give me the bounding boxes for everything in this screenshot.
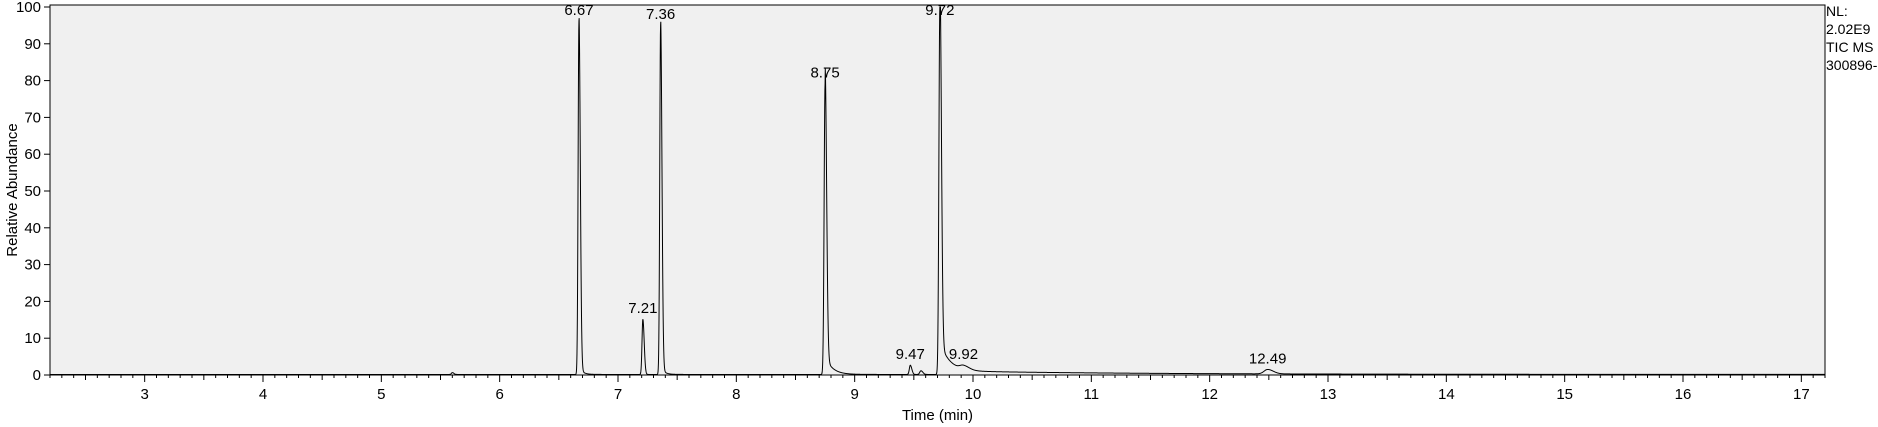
tic-trace-line (50, 6, 1825, 375)
scan-type: TIC MS (1826, 39, 1874, 55)
x-tick-label: 7 (614, 386, 622, 403)
y-axis: 0 10 20 30 40 50 60 70 80 90 100 (16, 0, 50, 384)
peak-label: 7.36 (646, 6, 675, 23)
nl-label: NL: (1826, 3, 1848, 19)
x-tick-label: 5 (377, 386, 385, 403)
y-tick-label: 60 (24, 146, 41, 163)
peak-label: 6.67 (564, 2, 593, 19)
x-tick-label: 17 (1793, 386, 1810, 403)
y-tick-label: 70 (24, 109, 41, 126)
x-tick-label: 6 (495, 386, 503, 403)
x-tick-label: 3 (140, 386, 148, 403)
peak-labels: 6.67 7.21 7.36 8.75 9.47 9.72 9.92 12.49 (564, 2, 1286, 367)
peak-label: 12.49 (1249, 350, 1287, 367)
nl-value: 2.02E9 (1826, 21, 1871, 37)
y-tick-label: 20 (24, 293, 41, 310)
x-tick-label: 12 (1201, 386, 1218, 403)
peak-label: 9.47 (896, 346, 925, 363)
x-tick-label: 9 (850, 386, 858, 403)
x-axis-title: Time (min) (902, 407, 973, 424)
y-tick-label: 90 (24, 36, 41, 53)
y-tick-label: 40 (24, 220, 41, 237)
y-tick-label: 10 (24, 330, 41, 347)
peak-label: 9.72 (925, 2, 954, 19)
file-name: 300896- (1826, 57, 1878, 73)
x-axis: 3 4 5 6 7 8 9 10 11 12 13 14 15 16 17 (49, 375, 1826, 403)
y-tick-label: 0 (33, 367, 41, 384)
peak-label: 8.75 (810, 65, 839, 82)
peak-label: 7.21 (628, 300, 657, 317)
y-tick-label: 30 (24, 257, 41, 274)
x-tick-label: 4 (259, 386, 267, 403)
x-tick-label: 13 (1320, 386, 1337, 403)
peak-label: 9.92 (949, 346, 978, 363)
x-tick-label: 10 (965, 386, 982, 403)
x-tick-label: 14 (1438, 386, 1455, 403)
y-tick-label: 100 (16, 0, 41, 16)
x-tick-label: 8 (732, 386, 740, 403)
y-tick-label: 50 (24, 183, 41, 200)
x-tick-label: 11 (1084, 386, 1100, 403)
y-tick-label: 80 (24, 73, 41, 90)
x-tick-label: 16 (1675, 386, 1692, 403)
y-axis-title: Relative Abundance (4, 123, 21, 256)
x-tick-label: 15 (1556, 386, 1573, 403)
plot-area (49, 4, 1826, 376)
